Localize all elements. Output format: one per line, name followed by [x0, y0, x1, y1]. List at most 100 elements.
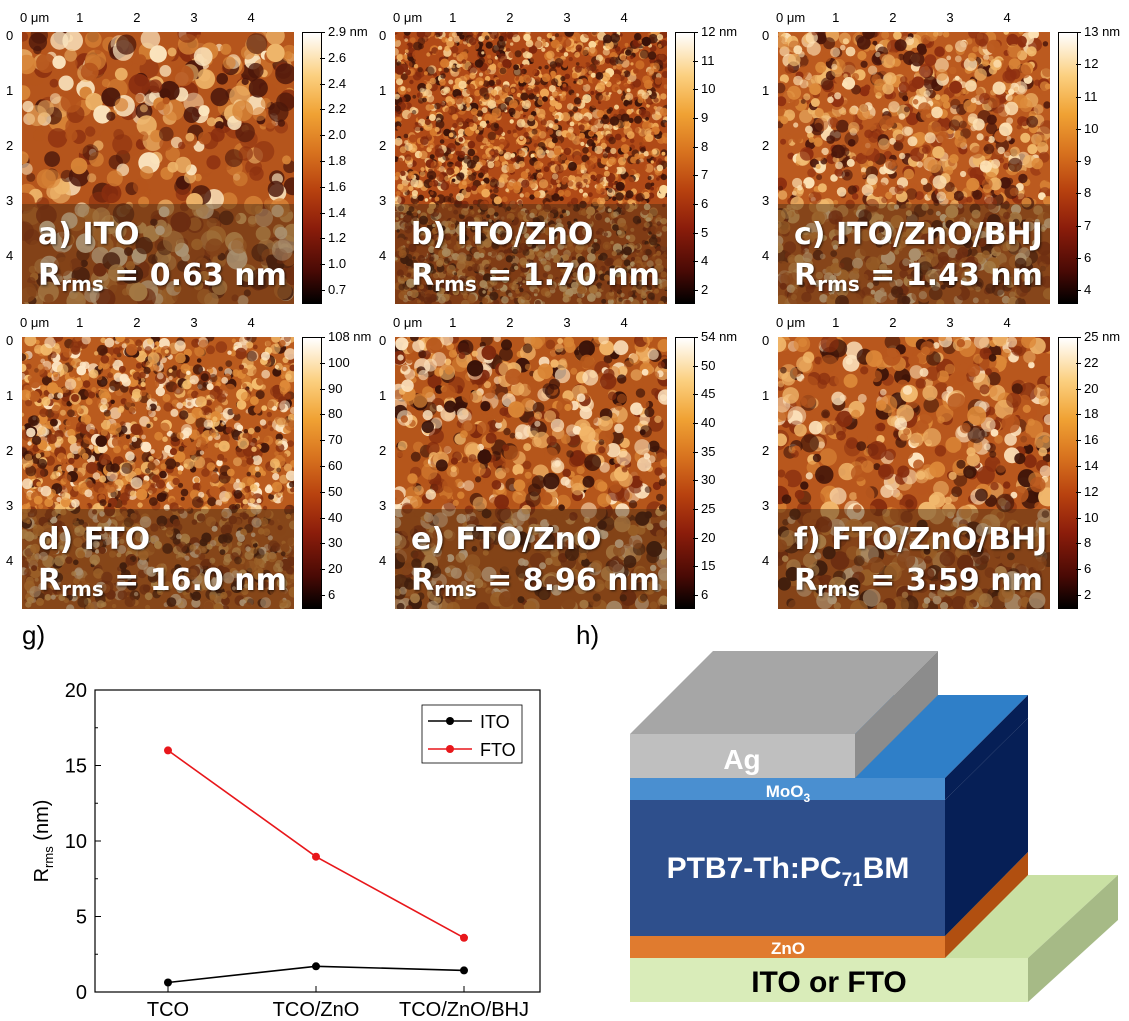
data-point-ito: [460, 966, 468, 975]
afm-left-tick: 3: [6, 193, 14, 208]
colorbar-tick: 30: [319, 535, 343, 551]
colorbar-tick: 12 nm: [692, 24, 738, 39]
afm-top-tick: 0 μm: [776, 315, 806, 330]
substrate-side: [1028, 875, 1118, 1002]
afm-left-tick: 4: [762, 248, 770, 263]
afm-top-tick: 3: [563, 10, 571, 25]
data-point-ito: [164, 978, 172, 987]
colorbar-tick: 2.6: [319, 49, 347, 65]
afm-label-band: [22, 204, 294, 304]
afm-top-tick: 2: [889, 315, 897, 330]
afm-image: a) ITO Rrms = 0.63 nm: [22, 32, 294, 304]
colorbar-tick: 4: [1075, 282, 1092, 297]
colorbar-tick: 14: [1075, 458, 1099, 473]
afm-left-tick: 4: [762, 553, 770, 568]
colorbar-tick: 1.8: [319, 153, 347, 168]
legend-marker: [446, 717, 454, 725]
panel-g-label: g): [22, 620, 46, 650]
moo3-front: [630, 778, 945, 800]
afm-top-tick: 1: [449, 315, 457, 330]
afm-image: c) ITO/ZnO/BHJ Rrms = 1.43 nm: [778, 32, 1050, 304]
colorbar-tick: 50: [319, 483, 343, 499]
afm-left-tick: 4: [379, 248, 387, 263]
afm-panel-title: c) ITO/ZnO/BHJ: [794, 217, 1043, 252]
afm-left-tick: 4: [379, 553, 387, 568]
colorbar-tick: 100: [320, 354, 350, 370]
afm-left-tick: 0: [762, 333, 770, 348]
afm-left-tick: 3: [762, 498, 770, 513]
legend-entry-ito: ITO: [480, 712, 510, 732]
afm-panel-e: 0 μm 1 2 3 4 0 1 2 3 4 e) FTO/ZnO Rrms = 8.96 nm 54 …: [379, 315, 745, 615]
colorbar-tick: 20: [692, 529, 716, 545]
afm-top-tick: 3: [946, 315, 954, 330]
afm-top-tick: 4: [247, 10, 255, 25]
colorbar-tick: 20: [319, 561, 343, 577]
afm-top-tick: 4: [1003, 10, 1011, 25]
colorbar-tick: 16: [1075, 432, 1099, 448]
afm-top-tick: 4: [620, 315, 628, 330]
active-front: [630, 800, 945, 936]
afm-left-tick: 3: [762, 193, 770, 208]
afm-top-tick: 1: [76, 315, 84, 330]
colorbar-tick: 45: [692, 386, 716, 402]
colorbar-tick: 2.4: [319, 75, 347, 91]
afm-left-tick: 4: [6, 248, 14, 263]
colorbar-tick: 25 nm: [1075, 329, 1121, 344]
afm-top-tick: 0 μm: [776, 10, 806, 25]
afm-colorbar: [675, 337, 695, 609]
afm-left-tick: 4: [6, 553, 14, 568]
colorbar-tick: 2.9 nm: [320, 24, 368, 39]
colorbar-tick: 20: [1075, 380, 1099, 396]
afm-rms-value: Rrms = 1.70 nm: [411, 258, 660, 296]
colorbar-tick: 30: [692, 472, 716, 488]
afm-left-tick: 0: [6, 333, 14, 348]
colorbar-tick: 90: [319, 380, 343, 396]
colorbar-tick: 11: [693, 52, 715, 68]
afm-top-tick: 1: [832, 10, 840, 25]
y-tick-label: 20: [65, 680, 87, 702]
afm-colorbar: [1058, 337, 1078, 609]
zno-label: ZnO: [771, 939, 805, 958]
afm-left-tick: 1: [762, 83, 770, 98]
afm-left-tick: 0: [762, 28, 770, 43]
colorbar-tick: 10: [692, 81, 716, 97]
active-layer-label: PTB7-Th:PC71BM: [667, 852, 910, 891]
colorbar-tick: 6: [1075, 561, 1092, 577]
afm-panel-title: b) ITO/ZnO: [411, 217, 594, 252]
colorbar-tick: 8: [1075, 535, 1092, 551]
afm-top-tick: 1: [449, 10, 457, 25]
legend-entry-fto: FTO: [480, 740, 516, 760]
colorbar-tick: 80: [319, 406, 343, 422]
afm-top-tick: 3: [946, 10, 954, 25]
afm-left-tick: 1: [379, 388, 387, 403]
moo3-side: [945, 695, 1028, 800]
colorbar-tick: 12: [1075, 56, 1099, 72]
ag-front: [630, 734, 855, 778]
afm-top-tick: 1: [832, 315, 840, 330]
afm-image: d) FTO Rrms = 16.0 nm: [22, 337, 294, 609]
afm-top-tick: 1: [76, 10, 84, 25]
afm-top-tick: 4: [1003, 315, 1011, 330]
afm-image: e) FTO/ZnO Rrms = 8.96 nm: [395, 337, 667, 609]
colorbar-tick: 50: [692, 357, 716, 373]
series-line-fto: [167, 749, 465, 939]
afm-top-tick: 0 μm: [20, 315, 50, 330]
y-tick-label: 15: [65, 756, 87, 778]
afm-top-tick: 3: [563, 315, 571, 330]
x-tick-label: TCO/ZnO: [273, 999, 360, 1021]
colorbar-tick: 2.0: [319, 127, 347, 143]
afm-rms-value: Rrms = 3.59 nm: [794, 563, 1043, 601]
afm-left-tick: 3: [379, 193, 387, 208]
active-side: [945, 718, 1028, 936]
data-point-fto: [460, 933, 468, 942]
afm-colorbar: [302, 32, 322, 304]
colorbar-tick: 6: [692, 196, 709, 211]
colorbar-tick: 0.7: [319, 282, 347, 297]
afm-top-tick: 2: [506, 10, 514, 25]
y-tick-label: 0: [76, 982, 87, 1004]
device-stack-diagram: Ag MoO3 PTB7-Th:PC71BM ZnO ITO or FTO: [630, 651, 1118, 1002]
afm-colorbar: [1058, 32, 1078, 304]
afm-left-tick: 2: [379, 138, 387, 153]
afm-label-band: [778, 509, 1050, 609]
colorbar-tick: 8: [1075, 185, 1092, 201]
